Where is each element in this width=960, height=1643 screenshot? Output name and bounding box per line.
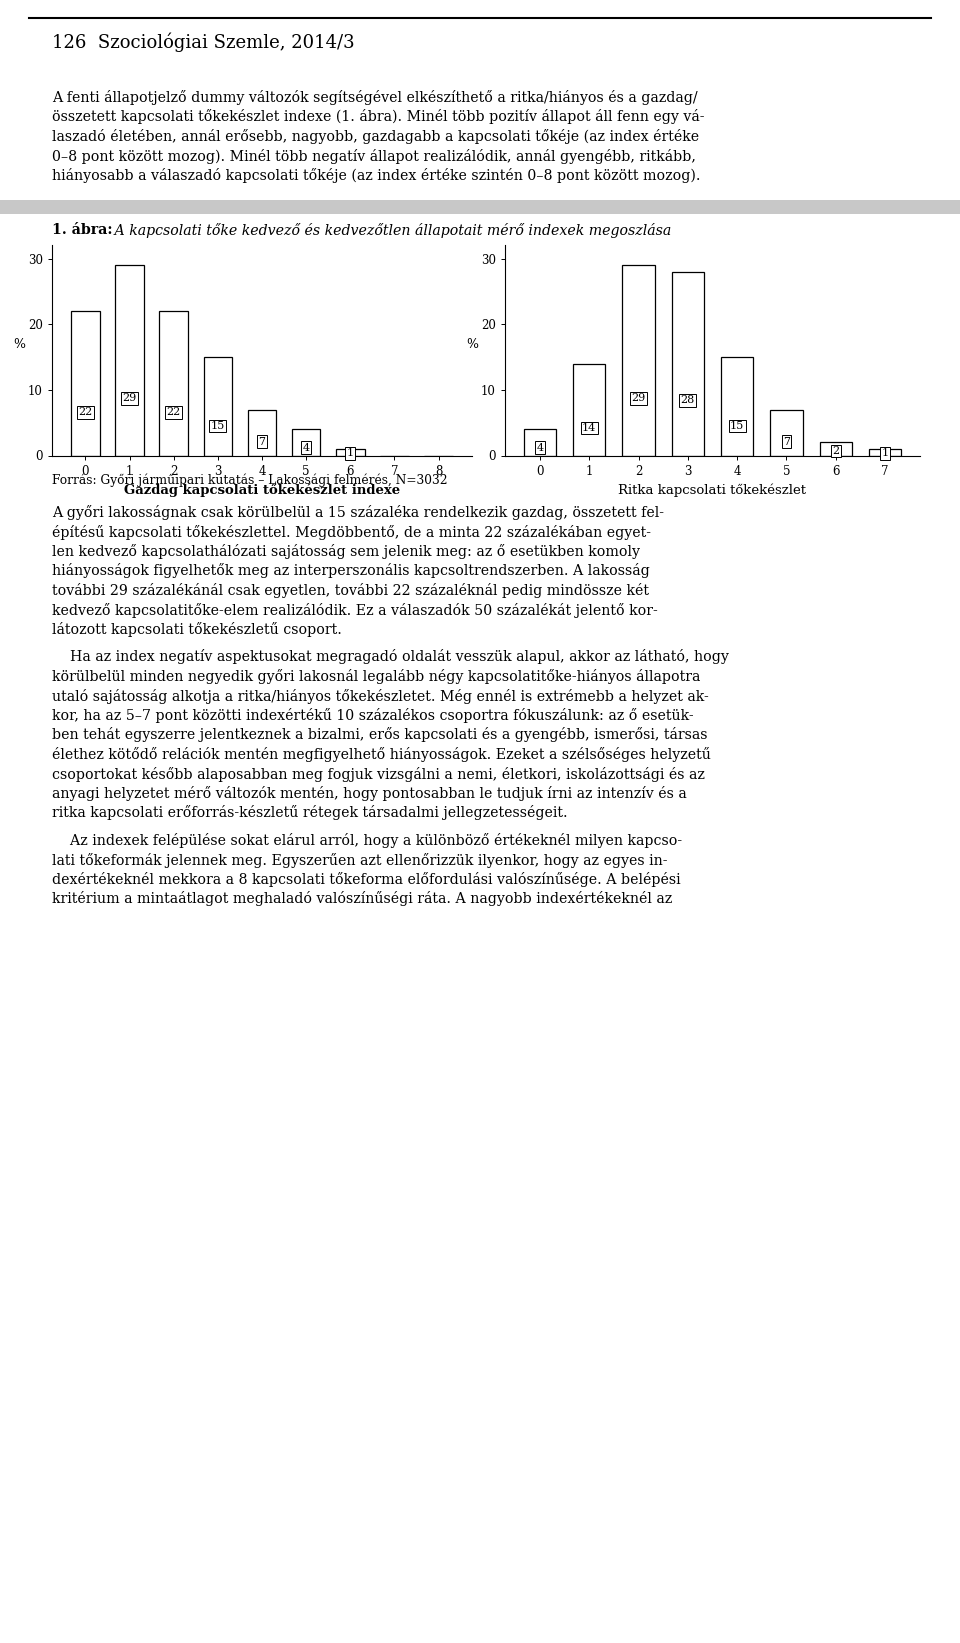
Bar bbox=[771, 409, 803, 455]
Bar bbox=[820, 442, 852, 455]
Text: anyagi helyzetet mérő változók mentén, hogy pontosabban le tudjuk írni az intenz: anyagi helyzetet mérő változók mentén, h… bbox=[52, 785, 686, 802]
Text: ben tehát egyszerre jelentkeznek a bizalmi, erős kapcsolati és a gyengébb, ismer: ben tehát egyszerre jelentkeznek a bizal… bbox=[52, 728, 708, 743]
Text: kritérium a mintaátlagot meghaladó valószínűségi ráta. A nagyobb indexértékeknél: kritérium a mintaátlagot meghaladó valós… bbox=[52, 892, 672, 907]
Text: építésű kapcsolati tőkekészlettel. Megdöbbentő, de a minta 22 százalékában egyet: építésű kapcsolati tőkekészlettel. Megdö… bbox=[52, 524, 651, 539]
Text: kedvező kapcsolatitőke-elem realizálódik. Ez a válaszadók 50 százalékát jelentő : kedvező kapcsolatitőke-elem realizálódik… bbox=[52, 603, 658, 618]
Text: dexértékeknél mekkora a 8 kapcsolati tőkeforma előfordulási valószínűsége. A bel: dexértékeknél mekkora a 8 kapcsolati tők… bbox=[52, 872, 681, 887]
Text: len kedvező kapcsolathálózati sajátosság sem jelenik meg: az ő esetükben komoly: len kedvező kapcsolathálózati sajátosság… bbox=[52, 544, 639, 559]
Text: 15: 15 bbox=[211, 421, 225, 430]
Text: 0–8 pont között mozog). Minél több negatív állapot realizálódik, annál gyengébb,: 0–8 pont között mozog). Minél több negat… bbox=[52, 148, 696, 164]
Text: laszadó életében, annál erősebb, nagyobb, gazdagabb a kapcsolati tőkéje (az inde: laszadó életében, annál erősebb, nagyobb… bbox=[52, 130, 699, 145]
X-axis label: Ritka kapcsolati tőkekészlet: Ritka kapcsolati tőkekészlet bbox=[618, 483, 806, 496]
Text: 1: 1 bbox=[347, 449, 354, 458]
Text: kor, ha az 5–7 pont közötti indexértékű 10 százalékos csoportra fókuszálunk: az : kor, ha az 5–7 pont közötti indexértékű … bbox=[52, 708, 693, 723]
Text: 29: 29 bbox=[123, 393, 136, 404]
Text: 4: 4 bbox=[302, 442, 310, 452]
Text: 22: 22 bbox=[79, 407, 92, 417]
Bar bbox=[0, 199, 960, 214]
Text: A fenti állapotjelző dummy változók segítségével elkészíthető a ritka/hiányos és: A fenti állapotjelző dummy változók segí… bbox=[52, 90, 698, 105]
X-axis label: Gazdag kapcsolati tőkekészlet indexe: Gazdag kapcsolati tőkekészlet indexe bbox=[124, 483, 400, 496]
Text: 28: 28 bbox=[681, 396, 695, 406]
Text: élethez kötődő relációk mentén megfigyelhető hiányosságok. Ezeket a szélsőséges : élethez kötődő relációk mentén megfigyel… bbox=[52, 748, 710, 762]
Text: ritka kapcsolati erőforrás-készletű rétegek társadalmi jellegzetességeit.: ritka kapcsolati erőforrás-készletű réte… bbox=[52, 805, 567, 820]
Text: 15: 15 bbox=[730, 421, 744, 430]
Bar bbox=[159, 311, 188, 455]
Bar bbox=[115, 265, 144, 455]
Text: utaló sajátosság alkotja a ritka/hiányos tőkekészletet. Még ennél is extrémebb a: utaló sajátosság alkotja a ritka/hiányos… bbox=[52, 688, 708, 703]
Text: A győri lakosságnak csak körülbelül a 15 százaléka rendelkezik gazdag, összetett: A győri lakosságnak csak körülbelül a 15… bbox=[52, 504, 664, 519]
Text: 2: 2 bbox=[832, 445, 839, 455]
Bar bbox=[869, 449, 901, 455]
Bar bbox=[573, 363, 605, 455]
Text: 22: 22 bbox=[167, 407, 180, 417]
Text: további 29 százalékánál csak egyetlen, további 22 százaléknál pedig mindössze ké: további 29 százalékánál csak egyetlen, t… bbox=[52, 583, 649, 598]
Bar bbox=[336, 449, 365, 455]
Y-axis label: %: % bbox=[467, 337, 479, 350]
Bar bbox=[248, 409, 276, 455]
Text: látozott kapcsolati tőkekészletű csoport.: látozott kapcsolati tőkekészletű csoport… bbox=[52, 623, 342, 637]
Text: A kapcsolati tőke kedvező és kedvezőtlen állapotait mérő indexek megoszlása: A kapcsolati tőke kedvező és kedvezőtlen… bbox=[109, 223, 671, 238]
Text: 14: 14 bbox=[582, 422, 596, 434]
Text: összetett kapcsolati tőkekészlet indexe (1. ábra). Minél több pozitív állapot ál: összetett kapcsolati tőkekészlet indexe … bbox=[52, 110, 705, 125]
Bar bbox=[672, 271, 704, 455]
Text: Az indexek felépülése sokat elárul arról, hogy a különböző értékeknél milyen kap: Az indexek felépülése sokat elárul arról… bbox=[52, 833, 682, 848]
Text: körülbelül minden negyedik győri lakosnál legalább négy kapcsolatitőke-hiányos á: körülbelül minden negyedik győri lakosná… bbox=[52, 669, 700, 683]
Text: 7: 7 bbox=[258, 437, 266, 447]
Text: 29: 29 bbox=[632, 393, 646, 404]
Text: 1: 1 bbox=[881, 449, 889, 458]
Text: Ha az index negatív aspektusokat megragadó oldalát vesszük alapul, akkor az láth: Ha az index negatív aspektusokat megraga… bbox=[52, 649, 729, 664]
Text: 4: 4 bbox=[537, 442, 543, 452]
Text: Forrás: Győri járműipari kutatás – Lakossági felmérés, N=3032: Forrás: Győri járműipari kutatás – Lakos… bbox=[52, 473, 447, 486]
Bar bbox=[204, 357, 232, 455]
Text: csoportokat később alaposabban meg fogjuk vizsgálni a nemi, életkori, iskolázott: csoportokat később alaposabban meg fogju… bbox=[52, 767, 705, 782]
Bar bbox=[292, 429, 321, 455]
Text: 126  Szociológiai Szemle, 2014/3: 126 Szociológiai Szemle, 2014/3 bbox=[52, 31, 354, 51]
Text: hiányosságok figyelhetők meg az interperszonális kapcsoltrendszerben. A lakosság: hiányosságok figyelhetők meg az interper… bbox=[52, 564, 650, 578]
Y-axis label: %: % bbox=[13, 337, 26, 350]
Bar bbox=[524, 429, 556, 455]
Text: 7: 7 bbox=[783, 437, 790, 447]
Text: 1. ábra:: 1. ábra: bbox=[52, 223, 112, 238]
Text: lati tőkeformák jelennek meg. Egyszerűen azt ellenőrizzük ilyenkor, hogy az egye: lati tőkeformák jelennek meg. Egyszerűen… bbox=[52, 853, 667, 868]
Text: hiányosabb a válaszadó kapcsolati tőkéje (az index értéke szintén 0–8 pont közöt: hiányosabb a válaszadó kapcsolati tőkéje… bbox=[52, 168, 701, 182]
Bar bbox=[622, 265, 655, 455]
Bar bbox=[721, 357, 754, 455]
Bar bbox=[71, 311, 100, 455]
